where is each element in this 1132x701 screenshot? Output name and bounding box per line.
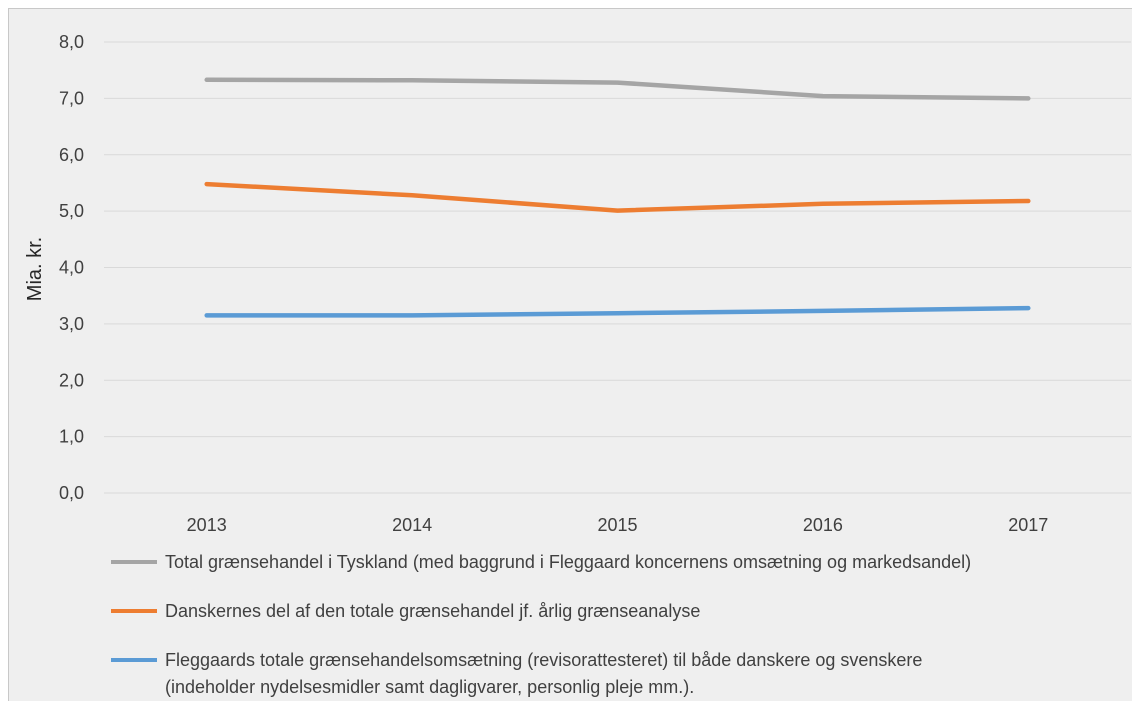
x-tick-label: 2017 xyxy=(1008,515,1048,535)
x-axis-ticks: 2013 2014 2015 2016 2017 xyxy=(187,515,1049,535)
y-axis-ticks: 0,0 1,0 2,0 3,0 4,0 5,0 6,0 7,0 8,0 xyxy=(59,32,84,503)
y-tick-label: 2,0 xyxy=(59,370,84,390)
x-tick-label: 2016 xyxy=(803,515,843,535)
gridlines xyxy=(104,41,1131,494)
x-tick-label: 2015 xyxy=(597,515,637,535)
y-tick-label: 0,0 xyxy=(59,483,84,503)
y-axis-title: Mia. kr. xyxy=(24,237,46,301)
y-tick-label: 3,0 xyxy=(59,314,84,334)
series-line-1 xyxy=(204,77,1031,101)
x-tick-label: 2014 xyxy=(392,515,432,535)
series-line-2 xyxy=(204,181,1031,213)
legend-label: Danskernes del af den totale grænsehande… xyxy=(165,601,700,621)
y-tick-label: 7,0 xyxy=(59,88,84,108)
y-tick-label: 1,0 xyxy=(59,427,84,447)
chart-area xyxy=(8,8,1132,701)
legend-label: Fleggaards totale grænsehandelsomsætning… xyxy=(165,650,922,670)
y-tick-label: 4,0 xyxy=(59,258,84,278)
x-tick-label: 2013 xyxy=(187,515,227,535)
series-lines xyxy=(204,77,1031,318)
legend-label: (indeholder nydelsesmidler samt dagligva… xyxy=(165,677,694,697)
series-line-3 xyxy=(204,305,1031,318)
y-tick-label: 8,0 xyxy=(59,32,84,52)
legend-label: Total grænsehandel i Tyskland (med baggr… xyxy=(165,552,971,572)
y-tick-label: 5,0 xyxy=(59,201,84,221)
legend: Total grænsehandel i Tyskland (med baggr… xyxy=(111,552,971,697)
y-tick-label: 6,0 xyxy=(59,145,84,165)
